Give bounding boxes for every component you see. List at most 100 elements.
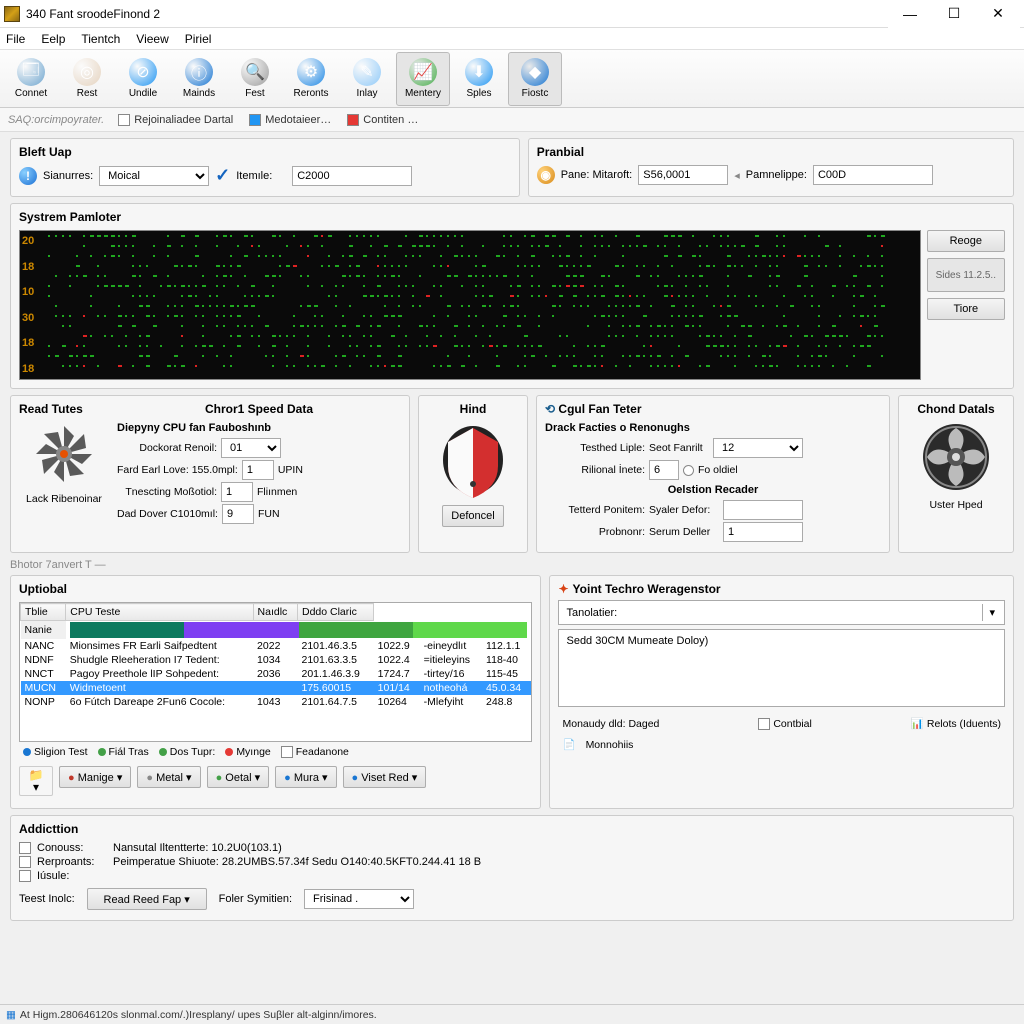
status-icon: ▦	[6, 1009, 16, 1021]
rest-icon: ◎	[73, 58, 101, 86]
table-row[interactable]: NDNFShudgle Rleeheration I7 Tedent:10342…	[21, 653, 532, 667]
legend-feadanone[interactable]: Feadanone	[281, 746, 349, 758]
monitor-btn-0[interactable]: Reoge	[927, 230, 1005, 252]
cgul-group: ⟲ Cgul Fan Teter Drack Facties o Renonug…	[536, 395, 890, 553]
minimize-button[interactable]: —	[888, 0, 932, 28]
cgul-radio[interactable]	[683, 465, 694, 476]
upt-btn-1[interactable]: ● Metal ▾	[137, 766, 200, 788]
mainds-icon: ⓘ	[185, 58, 213, 86]
sianures-label: Sianurres:	[43, 170, 93, 182]
inlay-icon: ✎	[353, 58, 381, 86]
table-row[interactable]: NONP6o Fútch Dareape 2Fun6 Cocole:104321…	[21, 695, 532, 709]
fest-icon: 🔍	[241, 58, 269, 86]
toolbar-connet[interactable]: 🗔Connet	[4, 52, 58, 106]
subbar-rejoinaliadee-dartal[interactable]: Rejoinaliadee Dartal	[118, 114, 233, 126]
tutes-in-3[interactable]	[222, 504, 254, 524]
contbial-check[interactable]	[758, 718, 770, 730]
menu-tientch[interactable]: Tientch	[81, 32, 120, 46]
addiction-title: Addicttion	[19, 822, 1005, 836]
nav-left-icon[interactable]: ◂	[734, 169, 740, 182]
cgul-sel-0[interactable]: 12	[713, 438, 803, 458]
menu-eelp[interactable]: Eelp	[41, 32, 65, 46]
statusbar: ▦ At Higm.280646120s slonmal.com/.)Iresp…	[0, 1004, 1024, 1024]
foler-label: Foler Symitien:	[219, 893, 292, 905]
legend-my-nge[interactable]: Myınge	[225, 746, 270, 758]
table-row[interactable]: NNCTPagoy Preethole lIP Sohpedent:203620…	[21, 667, 532, 681]
monitor-btn-2[interactable]: Tiore	[927, 298, 1005, 320]
itemine-input[interactable]	[292, 166, 412, 186]
bleft-group: Bleft Uap ! Sianurres: Moical ✓ Itemıle:	[10, 138, 520, 197]
dropdown-icon[interactable]: ▾	[982, 604, 1001, 621]
combo-label: Tanolatier:	[562, 605, 982, 621]
folder-dropdown[interactable]: 📁▾	[19, 766, 53, 796]
toolbar-sples[interactable]: ⬇Sples	[452, 52, 506, 106]
cgul-in-1[interactable]	[649, 460, 679, 480]
col-naıdlc[interactable]: Naıdlc	[253, 604, 297, 621]
col-tblie[interactable]: Tblie	[21, 604, 66, 621]
menu-file[interactable]: File	[6, 32, 25, 46]
data-table[interactable]: TblieCPU TesteNaıdlcDddo ClaricNanieNANC…	[19, 602, 532, 742]
tutes-sel-0[interactable]: 01	[221, 438, 281, 458]
info-icon: !	[19, 167, 37, 185]
monaury-label: Monaudy dld: Daged	[562, 718, 659, 730]
add-chk-1[interactable]	[19, 856, 31, 868]
titlebar: 340 Fant sroodeFinond 2 — ☐ ✕	[0, 0, 1024, 28]
cgul2-in-1[interactable]	[723, 522, 803, 542]
hint-text: SAQ:orcimpoyrater.	[8, 114, 104, 126]
yoint-group: ✦ Yoint Techro Weragenstor Tanolatier: ▾…	[549, 575, 1014, 809]
monitor-graph[interactable]: 201810301818	[19, 230, 921, 380]
upt-btn-4[interactable]: ● Viset Red ▾	[343, 766, 427, 788]
tutes-in-1[interactable]	[242, 460, 274, 480]
tutes-in-2[interactable]	[221, 482, 253, 502]
close-button[interactable]: ✕	[976, 0, 1020, 28]
subbar-medotaieer-[interactable]: Medotaieer…	[249, 114, 331, 126]
menubar: File Eelp Tientch Vieew Piriel	[0, 28, 1024, 50]
upt-btn-3[interactable]: ● Mura ▾	[275, 766, 336, 788]
fiostc-icon: ◆	[521, 58, 549, 86]
pane-input[interactable]	[638, 165, 728, 185]
tutes-group: Read Tutes Lack Ribenoinar Chror1 Speed …	[10, 395, 410, 553]
toolbar-rest[interactable]: ◎Rest	[60, 52, 114, 106]
toolbar-inlay[interactable]: ✎Inlay	[340, 52, 394, 106]
test-button[interactable]: Read Reed Fap ▾	[87, 888, 207, 910]
sianures-select[interactable]: Moical	[99, 166, 209, 186]
add-chk-2[interactable]	[19, 870, 31, 882]
table-row[interactable]: NANCMionsimes FR Earli Saifpedtent202221…	[21, 639, 532, 653]
toolbar-mainds[interactable]: ⓘMainds	[172, 52, 226, 106]
toolbar-reronts[interactable]: ⚙Reronts	[284, 52, 338, 106]
defoncel-button[interactable]: Defoncel	[442, 505, 503, 527]
cgul-sub1: Drack Facties o Renonughs	[545, 422, 881, 434]
tutes-label: Lack Ribenoinar	[19, 493, 109, 505]
chart-icon: 📊	[911, 717, 924, 730]
toolbar-fiostc[interactable]: ◆Fiostc	[508, 52, 562, 106]
upt-btn-0[interactable]: ● Manige ▾	[59, 766, 131, 788]
legend-dos-tupr-[interactable]: Dos Tupr:	[159, 746, 216, 758]
globe-icon: ◉	[537, 166, 555, 184]
col-cpu teste[interactable]: CPU Teste	[66, 604, 253, 621]
window-title: 340 Fant sroodeFinond 2	[26, 7, 888, 21]
menu-piriel[interactable]: Piriel	[185, 32, 212, 46]
monitor-btn-1[interactable]: Sides 11.2.5..	[927, 258, 1005, 292]
table-row[interactable]: MUCNWidmetoent175.60015101/14notheohá45.…	[21, 681, 532, 695]
maximize-button[interactable]: ☐	[932, 0, 976, 28]
pamn-input[interactable]	[813, 165, 933, 185]
toolbar-undile[interactable]: ⊘Undile	[116, 52, 170, 106]
legend-sligion-test[interactable]: Sligion Test	[23, 746, 88, 758]
sples-icon: ⬇	[465, 58, 493, 86]
col-dddo claric[interactable]: Dddo Claric	[298, 604, 374, 621]
toolbar-mentery[interactable]: 📈Mentery	[396, 52, 450, 106]
techno-textarea[interactable]: Sedd 30CM Mumeate Doloy)	[558, 629, 1005, 707]
upt-btn-2[interactable]: ● Oetal ▾	[207, 766, 270, 788]
toolbar-fest[interactable]: 🔍Fest	[228, 52, 282, 106]
subbar-contiten-[interactable]: Contiten …	[347, 114, 418, 126]
pranbial-group: Pranbial ◉ Pane: Mitaroft: ◂ Pamnelippe:	[528, 138, 1014, 197]
undile-icon: ⊘	[129, 58, 157, 86]
menu-vieew[interactable]: Vieew	[136, 32, 168, 46]
fan-round-icon	[921, 422, 991, 492]
cgul2-in-0[interactable]	[723, 500, 803, 520]
sub-toolbar: SAQ:orcimpoyrater. Rejoinaliadee Dartal M…	[0, 108, 1024, 132]
fan-blade-icon	[32, 422, 96, 486]
legend-fi-l-tras[interactable]: Fiál Tras	[98, 746, 149, 758]
foler-select[interactable]: Frisinad .	[304, 889, 414, 909]
add-chk-0[interactable]	[19, 842, 31, 854]
